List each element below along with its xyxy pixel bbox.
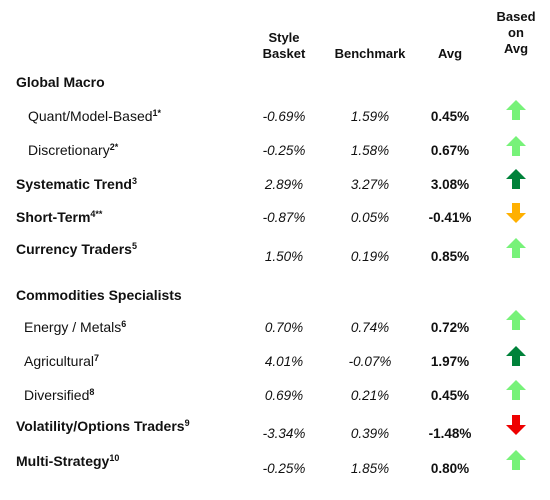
header-style-basket: Style Basket	[254, 30, 314, 62]
header-style-basket-line1: Style	[268, 30, 300, 45]
header-based-on-avg: Based on Avg	[490, 9, 542, 57]
avg-value: 0.80%	[430, 461, 470, 476]
arrow-up-icon	[506, 346, 526, 366]
row-label-systematic-trend: Systematic Trend3	[16, 176, 137, 192]
arrow-up-icon	[506, 100, 526, 120]
style-basket-value: -3.34%	[262, 426, 306, 441]
header-style-basket-line2: Basket	[262, 46, 306, 61]
row-label-agricultural: Agricultural7	[24, 353, 100, 369]
row-label-discretionary: Discretionary2*	[28, 142, 119, 158]
benchmark-value: 0.39%	[350, 426, 390, 441]
row-label-energy-metals: Energy / Metals6	[24, 319, 127, 335]
arrow-up-icon	[506, 238, 526, 258]
avg-value: 0.85%	[430, 249, 470, 264]
benchmark-value: -0.07%	[348, 354, 392, 369]
avg-value: 0.67%	[430, 143, 470, 158]
arrow-up-icon	[506, 450, 526, 470]
header-benchmark: Benchmark	[328, 46, 412, 62]
benchmark-value: 1.59%	[350, 109, 390, 124]
avg-value: 0.45%	[430, 109, 470, 124]
benchmark-value: 0.05%	[350, 210, 390, 225]
arrow-up-icon	[506, 169, 526, 189]
avg-value: 0.45%	[430, 388, 470, 403]
header-based-on-avg-line3: Avg	[503, 41, 529, 56]
style-basket-value: 0.69%	[264, 388, 304, 403]
row-label-volatility-options-traders: Volatility/Options Traders9	[16, 418, 190, 434]
avg-value: 0.72%	[430, 320, 470, 335]
header-benchmark-label: Benchmark	[334, 46, 406, 61]
style-basket-value: 2.89%	[264, 177, 304, 192]
style-basket-value: 0.70%	[264, 320, 304, 335]
arrow-down-icon	[506, 203, 526, 223]
arrow-down-icon	[506, 415, 526, 435]
benchmark-value: 1.85%	[350, 461, 390, 476]
row-label-commodities-specialists: Commodities Specialists	[16, 287, 182, 303]
style-basket-value: -0.87%	[262, 210, 306, 225]
style-basket-value: -0.25%	[262, 143, 306, 158]
row-label-multi-strategy: Multi-Strategy10	[16, 453, 120, 469]
row-label-quant-model-based: Quant/Model-Based1*	[28, 108, 162, 124]
benchmark-value: 0.19%	[350, 249, 390, 264]
style-basket-value: 4.01%	[264, 354, 304, 369]
benchmark-value: 0.21%	[350, 388, 390, 403]
row-label-global-macro: Global Macro	[16, 74, 105, 90]
arrow-up-icon	[506, 310, 526, 330]
benchmark-value: 3.27%	[350, 177, 390, 192]
benchmark-value: 1.58%	[350, 143, 390, 158]
arrow-up-icon	[506, 136, 526, 156]
avg-value: -1.48%	[428, 426, 472, 441]
header-avg: Avg	[425, 46, 475, 62]
avg-value: 1.97%	[430, 354, 470, 369]
row-label-short-term: Short-Term4**	[16, 209, 103, 225]
row-label-diversified: Diversified8	[24, 387, 95, 403]
avg-value: 3.08%	[430, 177, 470, 192]
style-basket-value: -0.25%	[262, 461, 306, 476]
benchmark-value: 0.74%	[350, 320, 390, 335]
header-avg-label: Avg	[437, 46, 463, 61]
style-basket-value: 1.50%	[264, 249, 304, 264]
arrow-up-icon	[506, 380, 526, 400]
header-based-on-avg-line1: Based	[496, 9, 536, 24]
header-based-on-avg-line2: on	[508, 25, 524, 40]
avg-value: -0.41%	[428, 210, 472, 225]
style-basket-value: -0.69%	[262, 109, 306, 124]
row-label-currency-traders: Currency Traders5	[16, 241, 137, 257]
